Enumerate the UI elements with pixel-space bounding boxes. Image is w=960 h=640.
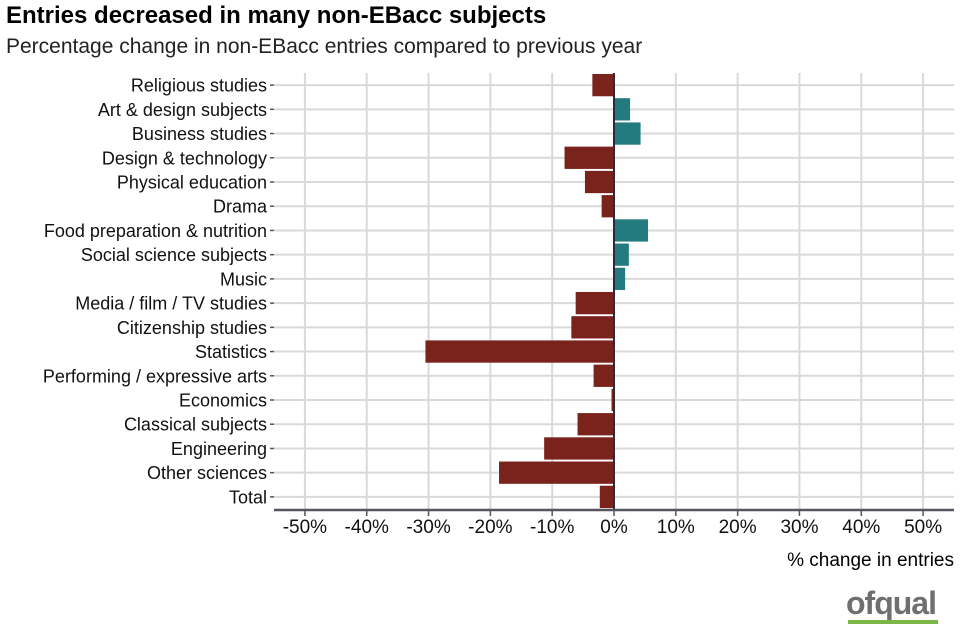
category-label: Drama — [213, 197, 268, 217]
bar — [614, 219, 648, 242]
logo-text: ofqual — [846, 585, 937, 621]
category-label: Art & design subjects — [98, 100, 267, 120]
category-label: Social science subjects — [81, 245, 267, 265]
category-label: Total — [229, 487, 267, 507]
x-tick-label: -10% — [530, 517, 574, 538]
bars — [425, 73, 648, 509]
x-tick-label: -50% — [283, 517, 327, 538]
ofqual-logo: ofqual — [846, 586, 942, 626]
x-tick-label: 50% — [904, 517, 942, 538]
x-tick-label: -30% — [406, 517, 450, 538]
category-label: Physical education — [117, 173, 267, 193]
category-label: Classical subjects — [124, 415, 267, 435]
x-tick-label: 20% — [719, 517, 757, 538]
category-label: Food preparation & nutrition — [44, 221, 267, 241]
logo-underline — [848, 620, 938, 624]
bar — [614, 122, 641, 145]
category-label: Performing / expressive arts — [43, 366, 267, 386]
category-label: Religious studies — [131, 76, 267, 96]
category-label: Other sciences — [147, 463, 267, 483]
x-tick-label: 10% — [657, 517, 695, 538]
category-label: Statistics — [195, 342, 267, 362]
category-label: Engineering — [171, 439, 267, 459]
x-axis-label: % change in entries — [787, 550, 954, 571]
bar — [575, 291, 614, 315]
category-label: Media / film / TV studies — [75, 294, 267, 314]
category-label: Business studies — [132, 124, 267, 144]
bar — [614, 98, 631, 121]
x-tick-labels: -50% -40% -30% -20% -10% 0% 10% 20% 30% 40% 50% — [283, 517, 942, 538]
category-label: Economics — [179, 391, 267, 411]
category-label: Design & technology — [102, 148, 267, 168]
bar — [571, 316, 614, 339]
category-label: Music — [220, 269, 267, 289]
category-label: Citizenship studies — [117, 318, 267, 338]
x-tick-label: 40% — [842, 517, 880, 538]
bar — [425, 340, 614, 363]
bar — [592, 73, 614, 97]
bar — [614, 267, 626, 291]
bar — [611, 388, 614, 412]
bar — [601, 195, 614, 218]
x-tick-label: -20% — [468, 517, 512, 538]
x-tick-label: 30% — [780, 517, 818, 538]
x-tick-label: -40% — [345, 517, 389, 538]
bar — [584, 170, 614, 194]
bar — [614, 243, 629, 266]
bar — [599, 485, 614, 509]
bar — [544, 437, 614, 460]
bar — [499, 461, 614, 484]
gridlines — [274, 73, 954, 509]
axes — [270, 73, 954, 516]
chart-subtitle: Percentage change in non-EBacc entries c… — [6, 35, 643, 58]
chart-title: Entries decreased in many non-EBacc subj… — [6, 2, 547, 29]
bar — [593, 364, 614, 387]
bar — [564, 146, 614, 169]
category-labels: Religious studies Art & design subjects Bu… — [43, 76, 268, 508]
bar — [577, 413, 614, 436]
x-tick-label: 0% — [600, 517, 628, 538]
